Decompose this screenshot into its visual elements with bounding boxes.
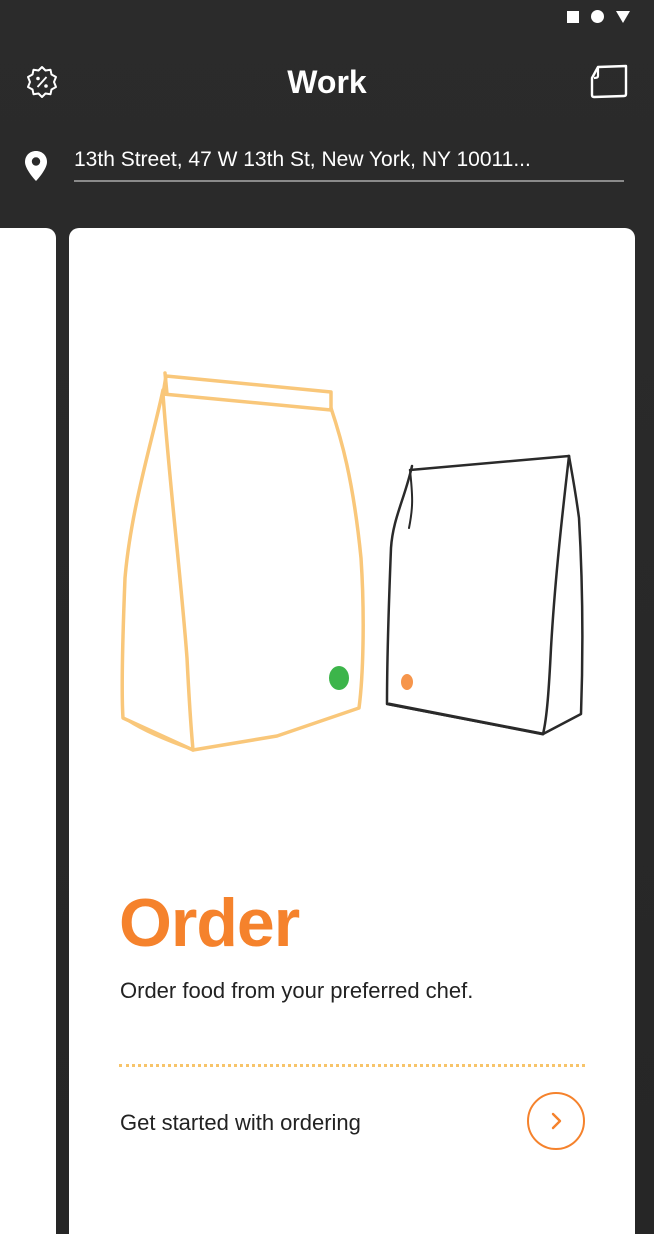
cta-label: Get started with ordering [120, 1110, 361, 1135]
location-row[interactable]: 13th Street, 47 W 13th St, New York, NY … [0, 140, 654, 190]
address-field[interactable]: 13th Street, 47 W 13th St, New York, NY … [74, 148, 624, 182]
status-bar [0, 0, 654, 36]
divider [119, 1064, 585, 1067]
get-started-button[interactable] [527, 1092, 585, 1150]
circle-nav-icon [591, 10, 604, 23]
page-title: Work [287, 64, 367, 100]
promo-button[interactable] [22, 62, 62, 102]
triangle-nav-icon [616, 10, 630, 23]
food-bags-illustration [120, 371, 584, 752]
previous-card[interactable] [0, 228, 56, 1234]
get-started-row[interactable]: Get started with ordering [119, 1090, 585, 1156]
location-pin [24, 150, 48, 187]
card-description: Order food from your preferred chef. [120, 978, 474, 1003]
chevron-right-icon [551, 1112, 562, 1130]
shopping-bag-icon [590, 64, 628, 99]
percent-badge-icon [27, 66, 57, 98]
header: Work [0, 56, 654, 108]
location-pin-icon [25, 151, 47, 181]
cart-button[interactable] [588, 60, 632, 104]
order-card[interactable]: Order Order food from your preferred che… [69, 228, 635, 1234]
status-icons [567, 10, 630, 23]
green-dot [329, 666, 349, 690]
card-title: Order [119, 885, 300, 961]
square-nav-icon [567, 10, 579, 23]
orange-dot [401, 674, 413, 690]
